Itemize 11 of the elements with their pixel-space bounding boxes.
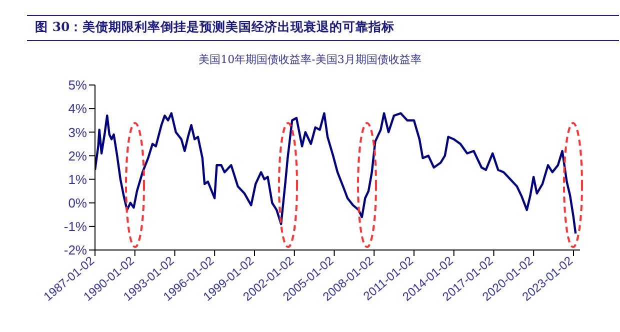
y-tick-label: 5% (68, 78, 88, 93)
y-tick-label: 4% (68, 101, 88, 116)
y-tick-label: -2% (64, 242, 88, 258)
chart-subtitle: 美国10年期国债收益率-美国3月期国债收益率 (198, 52, 422, 67)
y-tick-label: 0% (68, 195, 88, 210)
y-tick-label: -1% (64, 219, 88, 234)
y-tick-label: 3% (68, 124, 88, 140)
line-series (95, 112, 577, 235)
y-tick-label: 2% (68, 148, 88, 164)
chart-title: 图 30：美债期限利率倒挂是预测美国经济出现衰退的可靠指标 (27, 15, 619, 41)
y-tick-label: 1% (68, 172, 88, 187)
